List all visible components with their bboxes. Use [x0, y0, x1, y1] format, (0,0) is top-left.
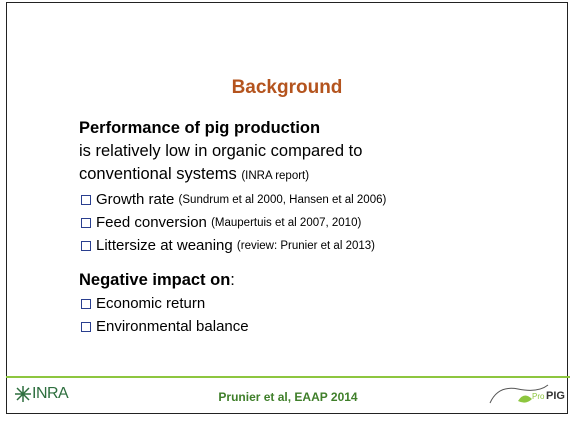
bullet: Economic return	[79, 295, 205, 312]
reference: (Maupertuis et al 2007, 2010)	[211, 216, 362, 229]
checkbox-bullet	[81, 194, 91, 205]
logo-text: INRA	[32, 385, 69, 402]
logo-icon	[15, 386, 31, 402]
bullet: Growth rate (Sundrum et al 2000, Hansen …	[79, 191, 386, 208]
text: Littersize at weaning	[96, 237, 233, 254]
bullet: Littersize at weaning (review: Prunier e…	[79, 237, 375, 254]
checkbox-bullet	[81, 321, 91, 332]
slide-frame: Background Performance of pig production…	[6, 2, 568, 414]
footer-text: Prunier et al, EAAP 2014	[218, 390, 358, 404]
bullet: Feed conversion (Maupertuis et al 2007, …	[79, 214, 361, 231]
checkbox-bullet	[81, 240, 91, 251]
text: Economic return	[96, 295, 206, 312]
text: :	[230, 271, 235, 289]
reference: (review: Prunier et al 2013)	[236, 239, 375, 252]
text: Feed conversion	[96, 214, 207, 231]
logo-text: PIG	[546, 390, 565, 402]
section-heading: Negative impact on:	[79, 271, 235, 290]
text: conventional systems	[79, 165, 237, 183]
slide-title: Background	[231, 77, 343, 98]
section-heading: Performance of pig production	[79, 119, 321, 137]
logo-inra: INRA	[14, 385, 69, 403]
bullet: Environmental balance	[79, 318, 249, 335]
text-line: is relatively low in organic compared to	[79, 142, 363, 160]
checkbox-bullet	[81, 298, 91, 309]
text: Environmental balance	[96, 318, 249, 335]
reference: (Sundrum et al 2000, Hansen et al 2006)	[178, 193, 387, 206]
checkbox-bullet	[81, 217, 91, 228]
text: Negative impact on	[79, 271, 231, 289]
text-line: conventional systems (INRA report)	[79, 165, 309, 184]
reference: (INRA report)	[241, 170, 310, 182]
logo-graphic	[489, 384, 549, 404]
footer-rule	[6, 376, 570, 378]
logo-propig: Pro PIG	[488, 381, 565, 407]
text: Growth rate	[96, 191, 175, 208]
logo-text: Pro	[532, 392, 545, 401]
